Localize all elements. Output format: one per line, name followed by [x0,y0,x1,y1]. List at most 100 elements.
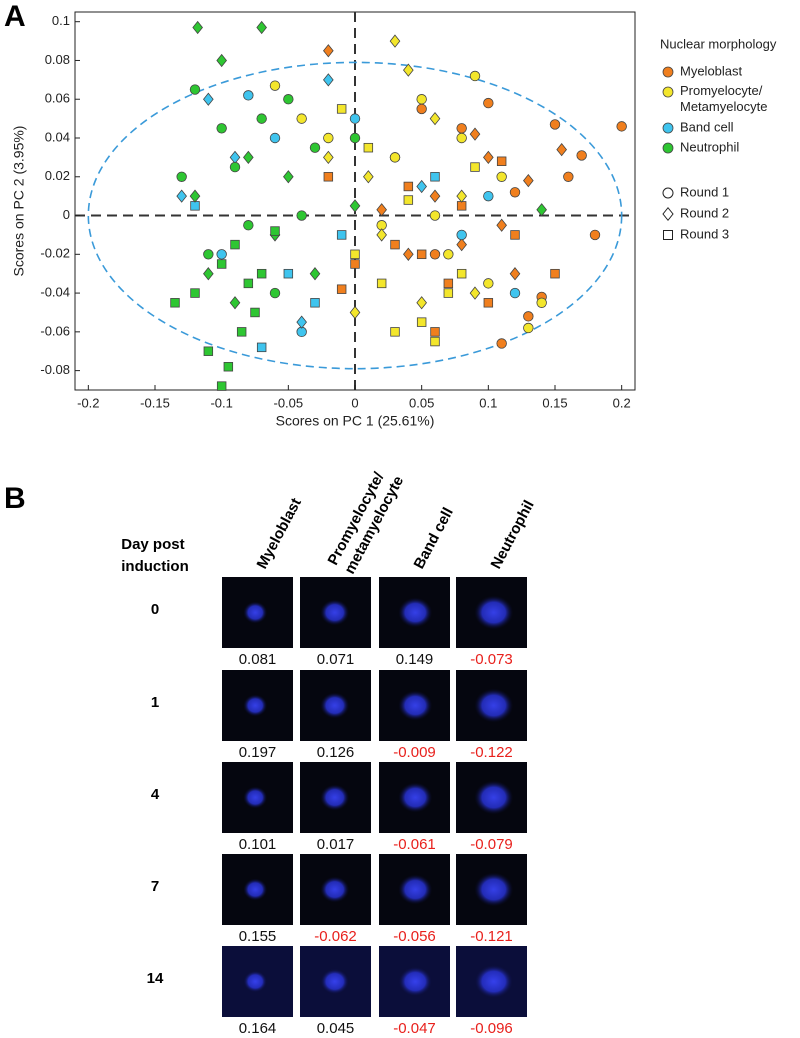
nucleus [474,595,514,630]
data-point [469,286,481,300]
data-point [336,284,347,294]
nucleus [320,876,350,903]
cell-value: -0.079 [470,836,513,853]
panel-label: A [4,0,26,33]
data-point [496,156,507,166]
data-point [416,296,427,310]
cell-value: 0.197 [239,744,277,761]
data-point [229,296,241,310]
data-point [203,92,214,106]
data-point [203,267,214,281]
x-tick-label: 0.2 [613,395,631,410]
cell-value: -0.121 [470,928,513,945]
data-point [576,150,587,161]
data-point [483,190,494,202]
y-tick-label: -0.04 [40,285,70,300]
y-tick-label: 0.1 [52,13,70,28]
data-point [483,150,494,165]
data-point [469,127,481,141]
column-header: Myeloblast [254,495,305,571]
cell-value: -0.122 [470,744,513,761]
legend-swatch [662,142,674,154]
data-point [363,142,374,153]
data-point [456,268,467,279]
y-tick-label: -0.02 [40,246,70,261]
data-point [216,259,227,269]
data-point [192,20,203,35]
x-tick-label: -0.1 [210,395,232,410]
nucleus [243,694,268,717]
data-point [470,162,480,172]
legend-swatch [663,230,673,240]
data-point [243,150,254,165]
data-point [456,132,467,144]
nucleus [243,601,268,624]
cell-value: -0.073 [470,651,513,668]
data-point [456,237,467,252]
data-point [216,381,227,391]
cell-value: 0.164 [239,1020,277,1037]
data-point [256,342,267,353]
cell-value: -0.056 [393,928,436,945]
nucleus [474,780,514,815]
data-point [243,220,254,231]
legend-entry: Band cell [680,119,734,134]
data-point [236,327,247,337]
data-point [550,268,560,279]
legend-entry: Myeloblast [680,63,743,78]
data-point [216,53,227,68]
row-label: 14 [147,970,164,987]
legend-swatch [662,187,674,199]
legend-entry: Neutrophil [680,139,739,154]
data-point [389,152,401,163]
data-point [323,73,334,87]
nucleus [398,966,433,997]
x-axis-label: Scores on PC 1 (25.61%) [276,413,435,429]
nucleus [474,964,514,999]
data-point [256,113,267,124]
x-tick-label: 0 [351,395,358,410]
data-point [176,189,187,203]
cell-value: -0.047 [393,1020,436,1037]
data-point [243,278,254,289]
cell-value: 0.017 [317,836,355,853]
data-point [443,288,454,298]
nucleus [398,782,433,813]
data-point [416,94,427,105]
data-point [523,322,534,334]
data-point [323,150,334,165]
row-label: 4 [151,786,160,803]
data-point [416,103,427,115]
nucleus [474,688,514,723]
cell-value: 0.101 [239,836,277,853]
data-point [589,229,601,241]
legend-entry: Round 1 [680,184,729,199]
data-point [563,171,574,182]
data-point [223,362,234,372]
y-tick-label: 0.06 [45,91,70,106]
data-point [190,288,200,298]
y-tick-label: -0.08 [40,362,70,377]
data-point [403,63,414,77]
cell-value: -0.009 [393,744,436,761]
data-point [376,278,387,289]
x-tick-label: 0.05 [409,395,434,410]
data-point [283,170,294,184]
row-label: 7 [151,878,159,895]
data-point [376,228,387,242]
y-axis-label: Scores on PC 2 (3.95%) [11,126,27,277]
data-point [429,189,441,203]
data-point [376,203,387,217]
nucleus [398,597,433,628]
data-point [190,201,200,211]
data-point [430,336,440,347]
data-point [363,170,374,184]
row-header: Day post induction [121,536,189,575]
data-point [309,267,321,281]
data-point [250,307,260,318]
data-point [256,20,267,35]
data-point [170,298,180,308]
data-point [496,171,507,182]
data-point [309,142,321,153]
